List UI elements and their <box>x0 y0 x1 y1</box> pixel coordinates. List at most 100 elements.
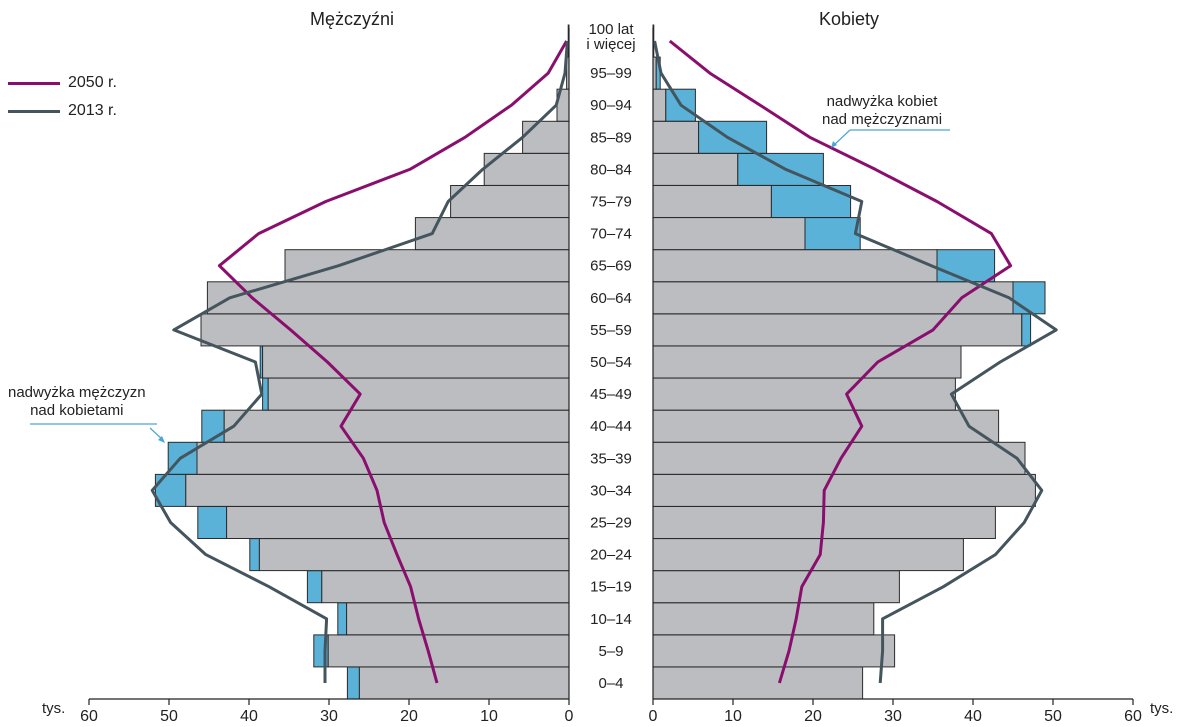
bar-women <box>652 441 1026 475</box>
bar-women-excess <box>936 249 996 283</box>
bar-men <box>206 281 570 315</box>
bar-men <box>200 313 570 347</box>
age-label: 90–94 <box>590 97 632 114</box>
series-line-women-0 <box>668 39 1013 684</box>
bar-men <box>414 217 570 251</box>
bar-women <box>652 666 864 700</box>
x-tick-label-right: 10 <box>724 708 742 725</box>
age-label: 60–64 <box>590 290 632 307</box>
annotation-lines-layer <box>30 129 950 443</box>
age-label: 75–79 <box>590 194 632 211</box>
annotation-women-excess: nadwyżka kobiet nad mężczyznami <box>822 93 943 128</box>
bar-men-excess <box>262 377 269 411</box>
lines-layer <box>150 39 1058 684</box>
bar-men <box>196 441 570 475</box>
annotation-women-arrowhead <box>831 141 837 148</box>
x-tick-label-left: 10 <box>480 708 498 725</box>
x-tick-label-right: 30 <box>884 708 902 725</box>
x-tick-label-right: 0 <box>649 708 658 725</box>
bar-men-excess <box>346 666 360 700</box>
bar-women <box>652 120 700 154</box>
age-label: 95–99 <box>590 65 632 82</box>
age-label: 20–24 <box>590 547 632 564</box>
bar-women <box>652 377 956 411</box>
age-label: 100 lat i więcej <box>586 21 635 53</box>
age-label: 65–69 <box>590 258 632 275</box>
x-tick-label-right: 20 <box>804 708 822 725</box>
x-tick-label-left: 30 <box>320 708 338 725</box>
bar-women <box>652 313 1023 347</box>
unit-label-right: tys. <box>1150 700 1174 717</box>
annotation-men-excess: nadwyżka mężczyzn nad kobietami <box>8 384 146 419</box>
bar-women <box>652 473 1036 507</box>
unit-label-left: tys. <box>42 700 66 717</box>
x-tick-label-left: 60 <box>80 708 98 725</box>
age-label: 40–44 <box>590 418 632 435</box>
bar-men <box>284 249 570 283</box>
legend-2050-swatch <box>8 81 60 85</box>
bar-women-excess <box>665 88 696 122</box>
bar-men <box>346 602 570 636</box>
age-label: 0–4 <box>598 675 623 692</box>
age-label: 55–59 <box>590 322 632 339</box>
bar-men <box>483 152 570 186</box>
legend-2050-label: 2050 r. <box>68 74 117 91</box>
bar-men-excess <box>306 570 323 604</box>
age-labels-layer: 0–4 5–9 10–14 15–19 20–24 25–29 30–34 35–39 40–4… <box>586 21 635 692</box>
series-line-men-0 <box>217 40 568 684</box>
bar-women-excess <box>1021 313 1032 347</box>
bar-women <box>652 217 806 251</box>
bar-women-excess <box>1012 281 1046 315</box>
bar-women <box>652 570 900 604</box>
bar-women <box>652 345 962 379</box>
bar-women <box>652 152 739 186</box>
annotation-men-arrowhead <box>158 436 165 443</box>
bar-women <box>652 602 875 636</box>
age-label: 25–29 <box>590 515 632 532</box>
legend-2013-swatch <box>8 109 60 113</box>
legend-2013: 2013 r. <box>8 102 117 120</box>
left-title: Mężczyźni <box>310 9 395 29</box>
bar-women <box>652 88 667 122</box>
age-label: 70–74 <box>590 226 632 243</box>
bar-men <box>321 570 570 604</box>
age-label: 10–14 <box>590 611 632 628</box>
bar-women <box>652 538 964 572</box>
legend-2013-label: 2013 r. <box>68 102 117 119</box>
bar-men <box>450 185 570 218</box>
x-tick-label-left: 40 <box>240 708 258 725</box>
age-label: 50–54 <box>590 354 632 371</box>
age-label: 85–89 <box>590 129 632 146</box>
bar-men <box>223 409 570 443</box>
x-tick-label-right: 40 <box>964 708 982 725</box>
x-tick-label-left: 50 <box>160 708 178 725</box>
axes-layer: 60 60 50 50 40 40 30 30 20 20 10 10 0 0 <box>80 28 1142 725</box>
bar-women <box>652 281 1014 315</box>
legend-2050: 2050 r. <box>8 74 117 92</box>
annotation-women-arrow <box>833 129 851 146</box>
bar-women <box>652 634 896 668</box>
bar-men-excess <box>249 538 260 572</box>
x-tick-label-right: 50 <box>1044 708 1062 725</box>
x-tick-label-right: 60 <box>1124 708 1142 725</box>
bar-women <box>652 185 772 218</box>
bar-women-excess <box>804 217 861 251</box>
bar-men <box>258 538 570 572</box>
age-label: 80–84 <box>590 161 632 178</box>
bar-women <box>652 249 938 283</box>
bar-men-excess <box>197 506 228 539</box>
x-tick-label-left: 0 <box>565 708 574 725</box>
age-label: 30–34 <box>590 482 632 499</box>
age-label: 35–39 <box>590 450 632 467</box>
bar-women <box>652 409 1000 443</box>
bar-men <box>267 377 570 411</box>
bar-men <box>327 634 570 668</box>
bar-men-excess <box>337 602 348 636</box>
age-label: 45–49 <box>590 386 632 403</box>
age-label: 15–19 <box>590 579 632 596</box>
bar-men <box>522 120 570 154</box>
bar-men <box>226 506 570 539</box>
right-title: Kobiety <box>819 9 880 29</box>
x-tick-label-left: 20 <box>400 708 418 725</box>
